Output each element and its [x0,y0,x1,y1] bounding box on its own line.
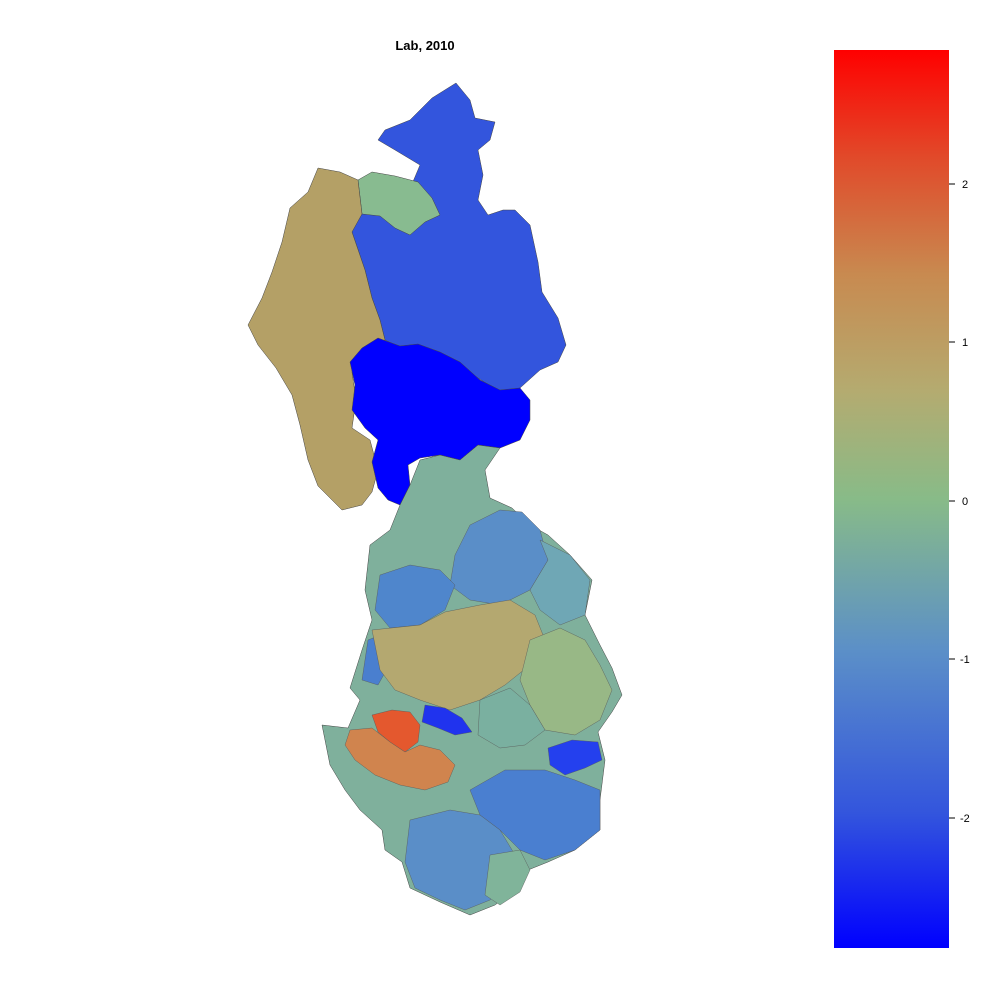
region-east-lancs[interactable] [519,627,613,736]
tick-label-2: 2 [962,179,968,191]
region-macclesfield[interactable] [484,849,531,906]
region-north-border-strip[interactable] [357,171,441,236]
region-pendle[interactable] [529,539,591,626]
colorbar-ticks: 2 1 0 -1 -2 [949,179,970,825]
southern-area [321,444,623,916]
colorbar-legend: 2 1 0 -1 -2 [834,50,970,948]
region-oldham[interactable] [547,739,603,776]
map-title: Lab, 2010 [395,38,455,53]
tick-label-minus-2: -2 [960,813,970,825]
region-rossendale[interactable] [477,687,546,749]
region-urban-hotspot[interactable] [371,709,421,753]
northern-area [247,82,567,511]
tick-label-0: 0 [962,496,968,508]
region-wyre[interactable] [374,564,456,629]
region-urban-ring[interactable] [344,727,456,791]
region-north-manchester[interactable] [421,704,473,736]
region-west-coast[interactable] [247,167,386,511]
tick-label-minus-1: -1 [960,654,970,666]
colorbar [834,50,949,948]
tick-label-1: 1 [962,337,968,349]
